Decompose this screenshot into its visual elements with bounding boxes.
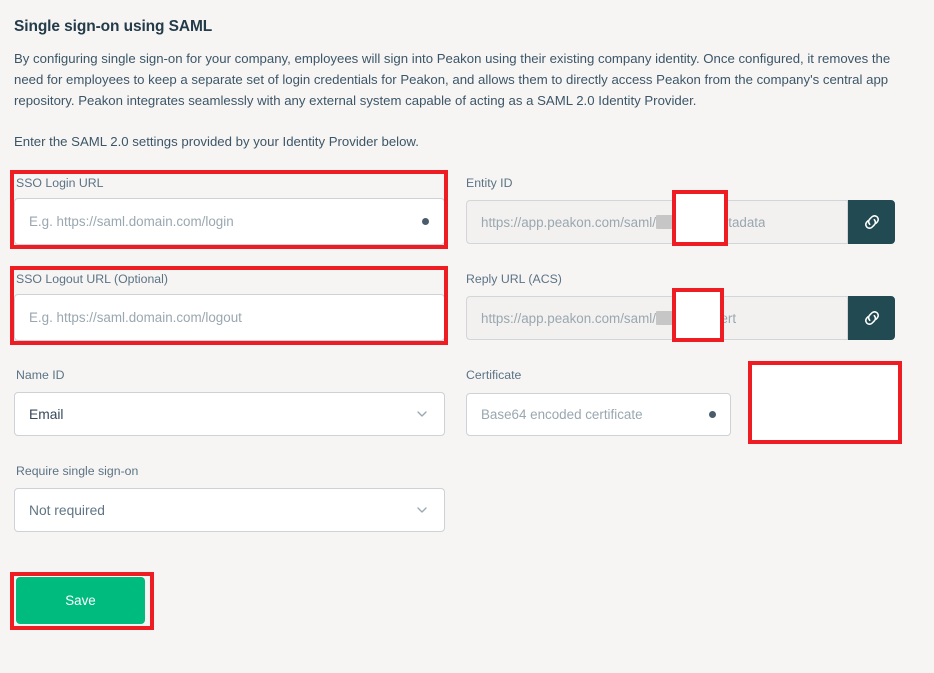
- sso-logout-url-input[interactable]: E.g. https://saml.domain.com/logout: [14, 294, 445, 341]
- require-sso-label: Require single sign-on: [16, 464, 139, 478]
- entity-id-value-suffix: /metadata: [705, 214, 766, 230]
- intro-paragraph: By configuring single sign-on for your c…: [14, 51, 891, 108]
- reply-url-input[interactable]: https://app.peakon.com/saml/ /assert: [466, 296, 848, 340]
- entity-id-copy-link-button[interactable]: [848, 200, 895, 244]
- chevron-down-icon: [414, 406, 430, 422]
- sso-login-url-placeholder: E.g. https://saml.domain.com/login: [29, 214, 234, 229]
- certificate-label: Certificate: [466, 368, 522, 382]
- reply-url-copy-link-button[interactable]: [848, 296, 895, 340]
- name-id-label: Name ID: [16, 368, 65, 382]
- reply-url-value-suffix: /assert: [695, 310, 737, 326]
- link-icon: [861, 307, 883, 329]
- name-id-selected-value: Email: [29, 406, 64, 422]
- require-sso-select[interactable]: Not required: [14, 488, 445, 532]
- name-id-select[interactable]: Email: [14, 392, 445, 436]
- entity-id-redaction: [655, 215, 706, 229]
- chevron-down-icon: [414, 502, 430, 518]
- sso-logout-url-placeholder: E.g. https://saml.domain.com/logout: [29, 310, 242, 325]
- sso-login-url-label: SSO Login URL: [16, 176, 104, 190]
- link-icon: [861, 211, 883, 233]
- certificate-input[interactable]: Base64 encoded certificate: [466, 393, 731, 436]
- reply-url-redaction: [655, 311, 696, 325]
- entity-id-input[interactable]: https://app.peakon.com/saml/ /metadata: [466, 200, 848, 244]
- certificate-placeholder: Base64 encoded certificate: [481, 407, 643, 422]
- sso-login-url-status-dot: [422, 218, 429, 225]
- require-sso-selected-value: Not required: [29, 502, 105, 518]
- page-title: Single sign-on using SAML: [14, 18, 213, 35]
- sso-login-url-input[interactable]: E.g. https://saml.domain.com/login: [14, 198, 445, 245]
- sso-logout-url-label: SSO Logout URL (Optional): [16, 272, 168, 286]
- reply-url-value-prefix: https://app.peakon.com/saml/: [481, 310, 656, 326]
- upload-label: Upload (PEM format): [754, 367, 870, 381]
- intro-note: Enter the SAML 2.0 settings provided by …: [14, 134, 419, 149]
- entity-id-label: Entity ID: [466, 176, 513, 190]
- entity-id-value-prefix: https://app.peakon.com/saml/: [481, 214, 656, 230]
- certificate-status-dot: [709, 411, 716, 418]
- reply-url-label: Reply URL (ACS): [466, 272, 562, 286]
- choose-file-button[interactable]: Choose file: [752, 390, 897, 435]
- save-button[interactable]: Save: [16, 577, 145, 624]
